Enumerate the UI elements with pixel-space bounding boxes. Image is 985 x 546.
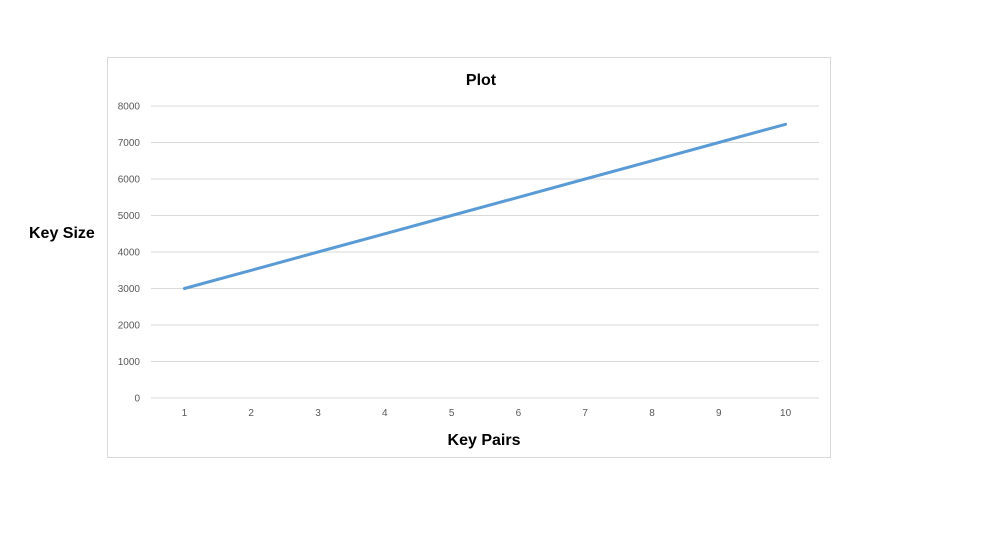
y-tick-label: 0 <box>134 394 140 405</box>
series-line-0 <box>182 122 788 290</box>
x-axis-title: Key Pairs <box>448 432 521 449</box>
y-tick-label: 2000 <box>118 321 141 332</box>
y-tick-label: 3000 <box>118 284 141 295</box>
y-tick-label: 8000 <box>118 102 141 113</box>
x-tick-labels: 1 2 3 4 5 6 7 8 9 10 <box>182 408 792 419</box>
chart-area: Plot 0 1000 2000 3000 4000 5000 6000 7000 8000 1… <box>107 57 831 458</box>
y-tick-label: 4000 <box>118 248 141 259</box>
x-tick-label: 8 <box>649 408 655 419</box>
x-tick-label: 4 <box>382 408 388 419</box>
x-tick-label: 3 <box>315 408 321 419</box>
y-tick-labels: 0 1000 2000 3000 4000 5000 6000 7000 8000 <box>118 102 141 405</box>
x-tick-label: 9 <box>716 408 722 419</box>
y-tick-label: 6000 <box>118 175 141 186</box>
chart-title: Plot <box>466 72 497 89</box>
gridlines <box>151 105 819 399</box>
y-tick-label: 1000 <box>118 357 141 368</box>
line-chart: Plot 0 1000 2000 3000 4000 5000 6000 7000 8000 1… <box>118 72 819 449</box>
x-tick-label: 6 <box>516 408 522 419</box>
x-tick-label: 1 <box>182 408 188 419</box>
series-layer <box>182 122 788 290</box>
x-tick-label: 2 <box>248 408 254 419</box>
y-tick-label: 7000 <box>118 138 141 149</box>
x-tick-label: 5 <box>449 408 455 419</box>
x-tick-label: 10 <box>780 408 792 419</box>
y-axis-title: Key Size <box>29 225 95 242</box>
x-tick-label: 7 <box>582 408 588 419</box>
y-tick-label: 5000 <box>118 211 141 222</box>
